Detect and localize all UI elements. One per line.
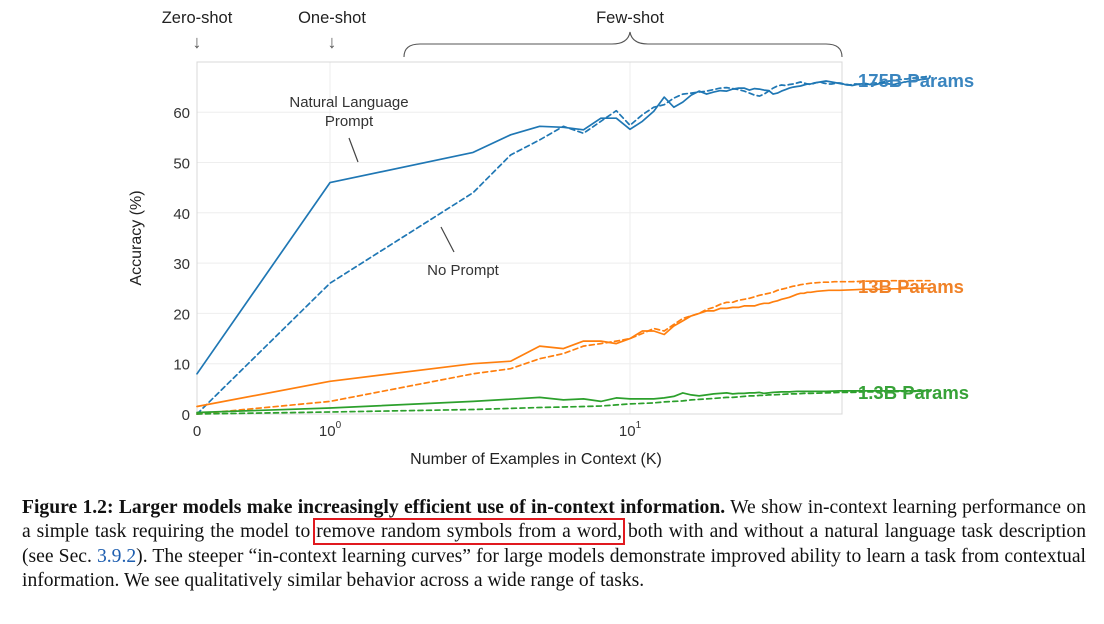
natural-language-annotation: Natural Language — [289, 94, 408, 111]
one-shot-arrow-icon: ↓ — [328, 32, 337, 52]
y-tick-label: 0 — [182, 407, 190, 424]
zero-shot-label: Zero-shot — [162, 9, 233, 27]
figure-caption: Figure 1.2: Larger models make increasin… — [22, 496, 1086, 594]
grid-lines — [196, 62, 842, 415]
series-line-1-3b-dashed — [196, 390, 931, 415]
zero-shot-arrow-icon: ↓ — [193, 32, 202, 52]
one-shot-label: One-shot — [298, 9, 366, 27]
section-reference-link[interactable]: 3.9.2 — [96, 545, 137, 567]
plot-frame — [196, 61, 843, 415]
y-tick-label: 50 — [173, 156, 190, 173]
series-line-1-3b-solid — [196, 389, 931, 414]
label-175b-params: 175B Params — [858, 70, 974, 91]
few-shot-label: Few-shot — [596, 9, 664, 27]
series-line-175b-solid — [196, 76, 931, 375]
series-line-13b-solid — [196, 287, 931, 408]
no-prompt-pointer — [440, 226, 455, 253]
caption-body-2: both with and without a natural language… — [22, 521, 1086, 567]
series-line-13b-dashed — [196, 279, 931, 415]
few-shot-brace — [403, 31, 843, 58]
caption-body-1: We show in-context learning performance … — [22, 497, 1086, 543]
y-axis-label: Accuracy (%) — [128, 190, 145, 285]
label-13b-params: 13B Params — [858, 276, 964, 297]
y-tick-label: 60 — [173, 105, 190, 122]
prompt-annotation: Prompt — [325, 113, 374, 130]
x-tick-label: 0 — [193, 423, 201, 440]
series-group — [196, 75, 931, 415]
x-axis-label: Number of Examples in Context (K) — [410, 451, 662, 468]
label-1-3b-params: 1.3B Params — [858, 382, 969, 403]
x-tick-label: 100 — [319, 420, 342, 440]
no-prompt-annotation: No Prompt — [427, 262, 500, 279]
y-tick-label: 40 — [173, 206, 190, 223]
caption-title: Larger models make increasingly efficien… — [118, 497, 726, 518]
natural-language-pointer — [348, 137, 359, 163]
caption-label: Figure 1.2: — [22, 497, 114, 518]
x-tick-labels: 0 100 101 — [193, 420, 642, 440]
caption-body-3: ). The steeper “in-context learning curv… — [22, 545, 1086, 592]
x-tick-label: 101 — [619, 420, 642, 440]
y-tick-label: 10 — [173, 357, 190, 374]
accuracy-chart: 0 10 20 30 40 50 60 0 100 101 Number of Examples… — [128, 9, 974, 468]
highlighted-task-text: remove random symbols from a word, — [313, 518, 625, 546]
y-tick-label: 20 — [173, 306, 190, 323]
y-tick-label: 30 — [173, 256, 190, 273]
y-tick-labels: 0 10 20 30 40 50 60 — [173, 105, 190, 424]
series-line-175b-dashed — [196, 75, 931, 415]
